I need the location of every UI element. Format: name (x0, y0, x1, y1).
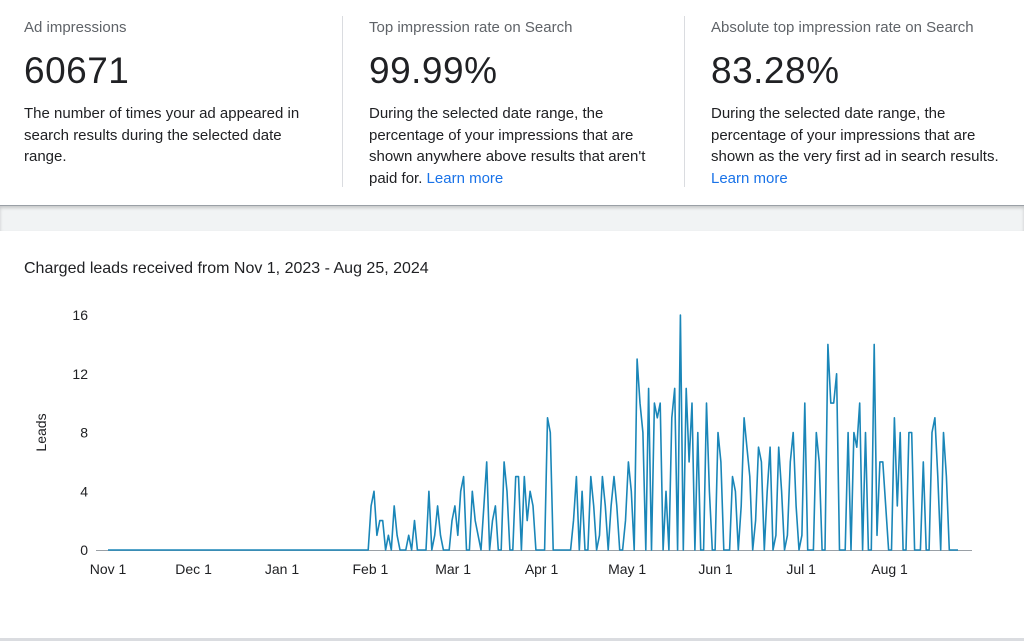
x-tick-label: Dec 1 (175, 561, 212, 577)
metrics-summary: Ad impressions 60671 The number of times… (0, 0, 1024, 205)
stat-description: During the selected date range, the perc… (711, 103, 1001, 189)
y-axis-label: Leads (33, 413, 49, 451)
x-tick-label: Apr 1 (525, 561, 559, 577)
x-tick-label: Jan 1 (265, 561, 299, 577)
stat-description-text: The number of times your ad appeared in … (24, 105, 300, 165)
y-tick-label: 8 (80, 425, 88, 441)
x-tick-label: Jun 1 (698, 561, 732, 577)
learn-more-link[interactable]: Learn more (711, 169, 788, 187)
chart-title: Charged leads received from Nov 1, 2023 … (24, 260, 429, 277)
stat-ad-impressions: Ad impressions 60671 The number of times… (0, 0, 342, 205)
stat-description: During the selected date range, the perc… (369, 103, 659, 189)
y-tick-label: 16 (72, 307, 88, 323)
stat-description-text: During the selected date range, the perc… (711, 105, 999, 165)
stat-label: Absolute top impression rate on Search (711, 19, 974, 36)
card-bottom-border (0, 638, 1024, 641)
stat-top-impression-rate: Top impression rate on Search 99.99% Dur… (342, 16, 684, 187)
section-divider (0, 205, 1024, 231)
x-tick-label: Feb 1 (353, 561, 389, 577)
leads-line-chart: 0 4 8 12 16 Nov 1 Dec 1 Jan 1 Feb 1 Mar 1 Apr 1 May… (33, 307, 972, 577)
stat-label: Top impression rate on Search (369, 19, 573, 36)
stat-absolute-top-impression-rate: Absolute top impression rate on Search 8… (684, 16, 1024, 187)
stat-value: 83.28% (711, 50, 840, 91)
x-tick-label: Mar 1 (435, 561, 471, 577)
series-line-leads (108, 314, 958, 551)
stat-label: Ad impressions (24, 19, 127, 36)
stat-value: 99.99% (369, 50, 498, 91)
x-tick-label: Jul 1 (786, 561, 816, 577)
x-tick-label: Nov 1 (90, 561, 127, 577)
y-tick-label: 4 (80, 483, 88, 499)
stat-description: The number of times your ad appeared in … (24, 103, 314, 168)
x-tick-label: May 1 (608, 561, 646, 577)
y-tick-label: 0 (80, 542, 88, 558)
stat-value: 60671 (24, 50, 130, 91)
x-tick-label: Aug 1 (871, 561, 908, 577)
stat-description-text: During the selected date range, the perc… (369, 105, 646, 187)
y-tick-label: 12 (72, 366, 88, 382)
learn-more-link[interactable]: Learn more (426, 169, 504, 187)
leads-chart-card: Charged leads received from Nov 1, 2023 … (0, 231, 1024, 639)
